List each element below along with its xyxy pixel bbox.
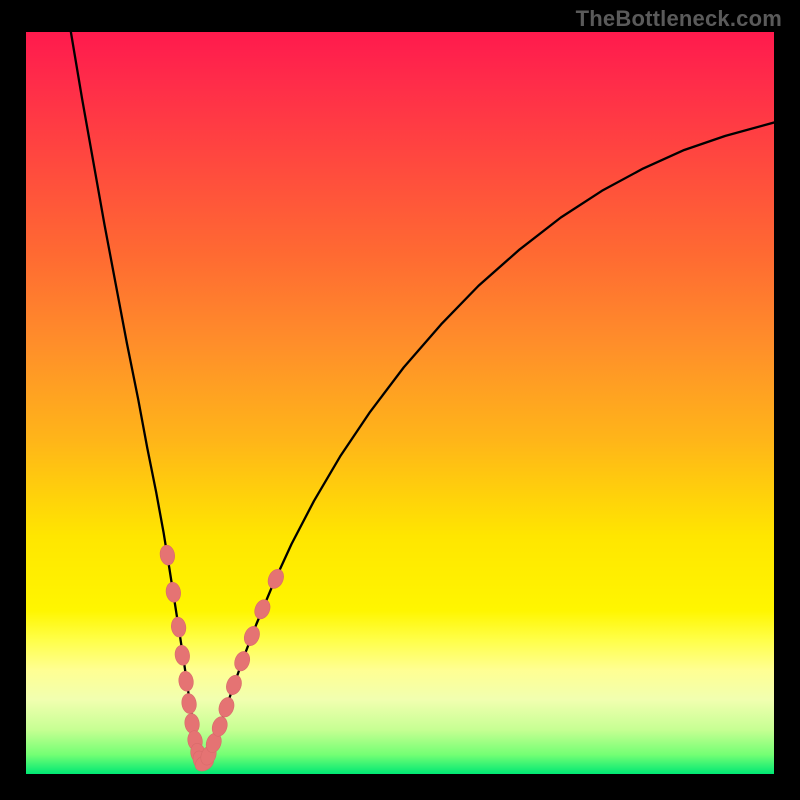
chart-svg bbox=[26, 32, 774, 774]
outer-frame: TheBottleneck.com bbox=[0, 0, 800, 800]
watermark-label: TheBottleneck.com bbox=[576, 6, 782, 32]
plot-area bbox=[26, 32, 774, 774]
